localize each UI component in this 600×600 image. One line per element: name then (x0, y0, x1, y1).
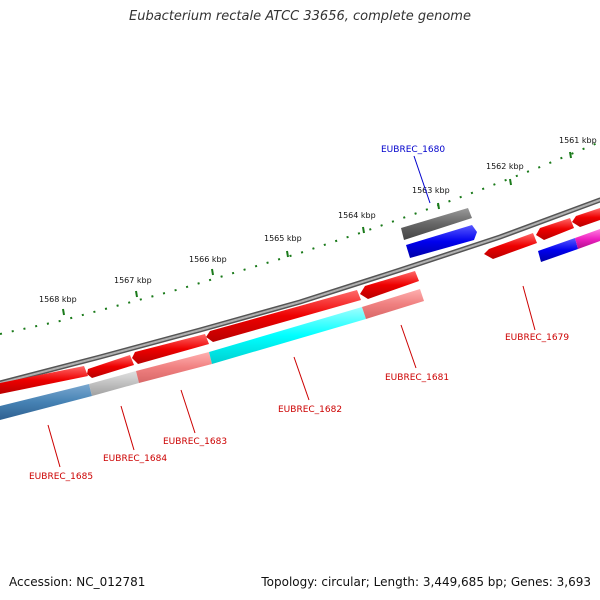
callout-line (400, 324, 417, 369)
forward-strand (401, 208, 600, 262)
cog-bars (0, 289, 424, 420)
gene-eubrec-1684-cog[interactable] (89, 371, 139, 396)
gene-eubrec-1681-cog[interactable] (362, 289, 424, 319)
tick-mark (135, 290, 138, 298)
tick-label: 1565 kbp (264, 234, 302, 243)
callout-line (47, 424, 61, 468)
genome-backbone (0, 197, 600, 386)
callout-line (413, 155, 431, 204)
gene-eubrec-1680-arrow[interactable] (406, 225, 477, 258)
gene-label[interactable]: EUBREC_1680 (381, 145, 445, 155)
callout-line (522, 285, 536, 331)
gene-eubrec-1679-cog-extra[interactable] (575, 229, 600, 249)
tick-label: 1564 kbp (338, 211, 376, 220)
callout-line (293, 356, 310, 401)
tick-scale: 1561 kbp 1562 kbp 1563 kbp 1564 kbp 1565… (0, 136, 600, 335)
map-title: Eubacterium rectale ATCC 33656, complete… (129, 9, 471, 24)
gene-label[interactable]: EUBREC_1682 (278, 405, 342, 415)
gene-eubrec-1680-cog[interactable] (401, 208, 472, 240)
tick-mark (211, 268, 214, 276)
gene-arrow[interactable] (360, 271, 419, 299)
tick-mark (362, 226, 365, 234)
tick-label: 1567 kbp (114, 276, 152, 285)
tick-mark (286, 250, 289, 258)
gene-arrow[interactable] (536, 218, 574, 240)
genome-info-text: Topology: circular; Length: 3,449,685 bp… (261, 575, 591, 589)
gene-eubrec-1682-cog[interactable] (209, 307, 366, 364)
tick-label: 1568 kbp (39, 295, 77, 304)
tick-label: 1562 kbp (486, 162, 524, 171)
tick-mark (569, 151, 572, 159)
tick-mark (509, 178, 512, 186)
gene-eubrec-1683-cog[interactable] (136, 352, 212, 383)
callout-lines (47, 155, 536, 468)
tick-mark (62, 308, 65, 316)
reverse-strand (0, 208, 600, 394)
gene-labels: EUBREC_1680 EUBREC_1679 EUBREC_1681 EUBR… (29, 145, 569, 482)
gene-label[interactable]: EUBREC_1684 (103, 454, 167, 464)
gene-eubrec-1685-cog[interactable] (0, 384, 92, 420)
gene-arrow[interactable] (0, 366, 88, 394)
gene-arrow[interactable] (206, 290, 361, 342)
gene-arrow[interactable] (132, 334, 209, 364)
gene-arrow[interactable] (87, 355, 134, 378)
gene-label[interactable]: EUBREC_1685 (29, 472, 93, 482)
tick-label: 1563 kbp (412, 186, 450, 195)
gene-arrow[interactable] (572, 208, 600, 227)
gene-label[interactable]: EUBREC_1681 (385, 373, 449, 383)
callout-line (180, 389, 196, 434)
tick-mark (437, 202, 440, 210)
gene-label[interactable]: EUBREC_1683 (163, 437, 227, 447)
gene-label[interactable]: EUBREC_1679 (505, 333, 569, 343)
gene-arrow[interactable] (484, 233, 537, 259)
callout-line (120, 405, 135, 451)
tick-label: 1561 kbp (559, 136, 597, 145)
gene-eubrec-1679-cog[interactable] (538, 238, 578, 262)
tick-label: 1566 kbp (189, 255, 227, 264)
accession-text: Accession: NC_012781 (9, 575, 146, 589)
